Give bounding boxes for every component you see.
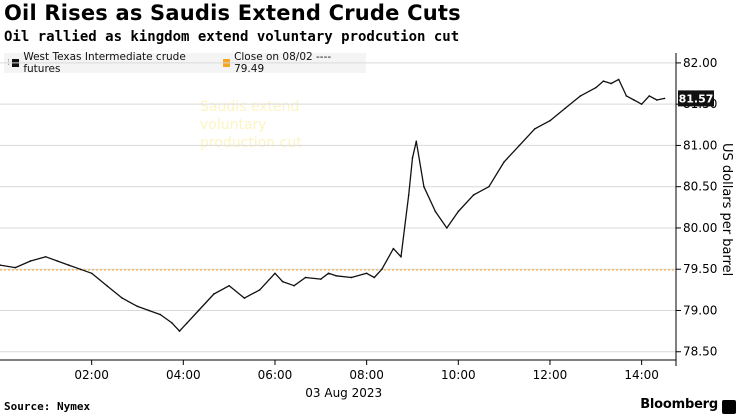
data-point-wti xyxy=(365,272,368,275)
data-point-wti xyxy=(197,309,200,312)
bloomberg-icon xyxy=(722,400,736,414)
brand-logo-text: Bloomberg xyxy=(640,397,718,412)
data-point-wti xyxy=(663,97,666,100)
data-point-wti xyxy=(148,309,150,312)
legend-label-close: Close on 08/02 ---- 79.49 xyxy=(234,51,332,75)
data-point-wti xyxy=(67,264,70,266)
data-point-wti xyxy=(579,95,582,97)
data-point-wti xyxy=(415,140,418,143)
data-point-wti xyxy=(373,276,376,279)
data-point-wti xyxy=(56,260,59,262)
data-point-wti xyxy=(171,322,173,324)
data-point-wti xyxy=(304,276,307,279)
data-point-wti xyxy=(381,268,383,271)
legend: ⁞ West Texas Intermediate crude futures … xyxy=(4,51,366,75)
data-point-wti xyxy=(335,275,337,277)
data-point-wti xyxy=(258,289,261,291)
data-point-wti xyxy=(29,260,32,262)
chart-annotation: Saudis extend voluntary production cut xyxy=(200,99,302,151)
data-point-wti xyxy=(625,95,628,97)
chart-subtitle: Oil rallied as kingdom extend voluntary … xyxy=(4,29,460,45)
data-point-wti xyxy=(186,322,188,324)
data-point-wti xyxy=(602,80,605,82)
data-point-wti xyxy=(327,272,330,275)
data-point-wti xyxy=(45,256,47,258)
last-value-label: 81.57 xyxy=(679,92,714,105)
data-point-wti xyxy=(90,272,93,275)
data-point-wti xyxy=(549,119,551,122)
data-point-wti xyxy=(472,194,475,196)
data-point-wti xyxy=(407,194,410,196)
data-point-wti xyxy=(178,330,181,332)
data-point-wti xyxy=(136,305,139,308)
data-point-wti xyxy=(423,185,425,188)
data-point-wti xyxy=(594,86,597,89)
source-note: Source: Nymex xyxy=(4,400,91,413)
y-tick-label: 82.00 xyxy=(683,56,717,70)
data-point-wti xyxy=(281,280,284,283)
y-tick-label: 80.50 xyxy=(683,180,717,194)
x-date-label: 03 Aug 2023 xyxy=(305,386,382,400)
y-axis-label: US dollars per barrel xyxy=(719,143,734,277)
data-point-wti xyxy=(159,313,162,316)
data-point-wti xyxy=(488,185,490,188)
data-point-wti xyxy=(533,128,536,130)
data-point-wti xyxy=(633,99,635,101)
data-point-wti xyxy=(320,278,322,280)
chart-title: Oil Rises as Saudis Extend Crude Cuts xyxy=(4,1,461,25)
x-tick-label: 04:00 xyxy=(166,368,201,382)
data-point-wti xyxy=(564,107,567,110)
x-tick-label: 12:00 xyxy=(533,368,568,382)
data-point-wti xyxy=(648,95,651,97)
y-tick-label: 79.50 xyxy=(683,262,717,276)
data-point-wti xyxy=(640,103,643,105)
data-point-wti xyxy=(14,266,17,269)
legend-item-close[interactable]: Close on 08/02 ---- 79.49 xyxy=(222,51,356,75)
data-point-wti xyxy=(656,99,658,101)
data-point-wti xyxy=(457,210,460,213)
data-point-wti xyxy=(228,284,230,287)
data-point-wti xyxy=(243,297,246,299)
y-tick-label: 80.00 xyxy=(683,221,717,235)
data-point-wti xyxy=(400,256,402,258)
data-point-wti xyxy=(434,210,437,213)
x-tick-label: 02:00 xyxy=(74,368,109,382)
x-tick-label: 14:00 xyxy=(624,368,659,382)
y-tick-label: 79.00 xyxy=(683,303,717,317)
x-tick-label: 06:00 xyxy=(258,368,293,382)
last-value-badge xyxy=(678,90,714,107)
x-tick-label: 08:00 xyxy=(349,368,384,382)
y-tick-label: 81.00 xyxy=(683,138,717,152)
data-point-wti xyxy=(121,297,124,299)
data-point-wti xyxy=(0,264,1,266)
data-point-wti xyxy=(106,284,108,287)
data-point-wti xyxy=(392,247,395,250)
data-point-wti xyxy=(503,161,505,163)
data-point-wti xyxy=(350,276,353,279)
legend-item-wti[interactable]: ⁞ West Texas Intermediate crude futures xyxy=(4,51,213,75)
series-line-wti xyxy=(0,78,665,332)
data-point-wti xyxy=(411,157,414,159)
data-point-wti xyxy=(293,284,295,287)
data-point-wti xyxy=(274,272,276,275)
y-tick-label: 78.50 xyxy=(683,345,717,359)
x-tick-label: 10:00 xyxy=(441,368,476,382)
data-point-wti xyxy=(79,268,82,271)
data-point-wti xyxy=(610,82,612,85)
data-point-wti xyxy=(446,227,448,229)
data-point-wti xyxy=(518,144,521,147)
legend-label-wti: West Texas Intermediate crude futures xyxy=(23,51,186,75)
data-point-wti xyxy=(213,293,215,295)
data-point-wti xyxy=(617,78,620,81)
